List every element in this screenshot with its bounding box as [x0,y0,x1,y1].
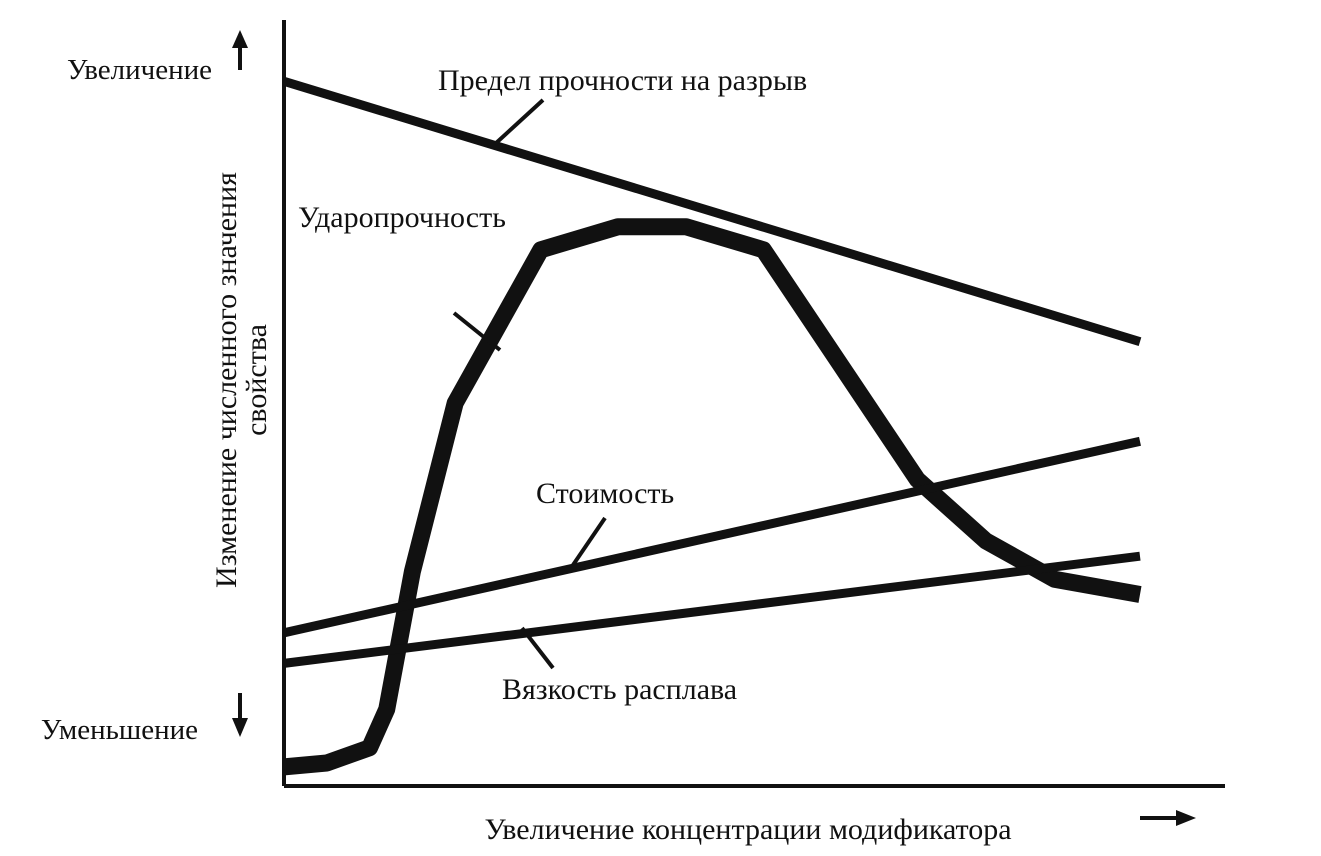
arrow-down-icon [232,693,248,737]
leader-line-tensile-strength [493,98,545,146]
series-line-tensile-strength [282,76,1142,347]
x-axis-title: Увеличение концентрации модификатора [484,813,1011,846]
series-layer [282,76,1142,776]
y-low-label: Уменьшение [41,714,198,746]
series-label-impact-strength: Ударопрочность [298,201,506,234]
leader-line-impact-strength [452,311,502,352]
series-line-cost [283,436,1141,638]
series-label-tensile-strength: Предел прочности на разрыв [438,64,807,97]
series-label-melt-viscosity: Вязкость расплава [502,673,737,706]
y-axis-title-line1: Изменение численного значения [210,172,243,588]
y-axis-title-line2: свойства [240,324,273,436]
arrow-up-icon [232,30,248,70]
arrow-right-icon [1140,810,1196,826]
y-high-label: Увеличение [67,54,212,86]
leader-line-cost [571,516,607,567]
series-line-impact-strength [283,218,1142,776]
series-line-melt-viscosity [283,551,1141,668]
series-label-cost: Стоимость [536,477,674,510]
leader-line-melt-viscosity [520,626,555,670]
